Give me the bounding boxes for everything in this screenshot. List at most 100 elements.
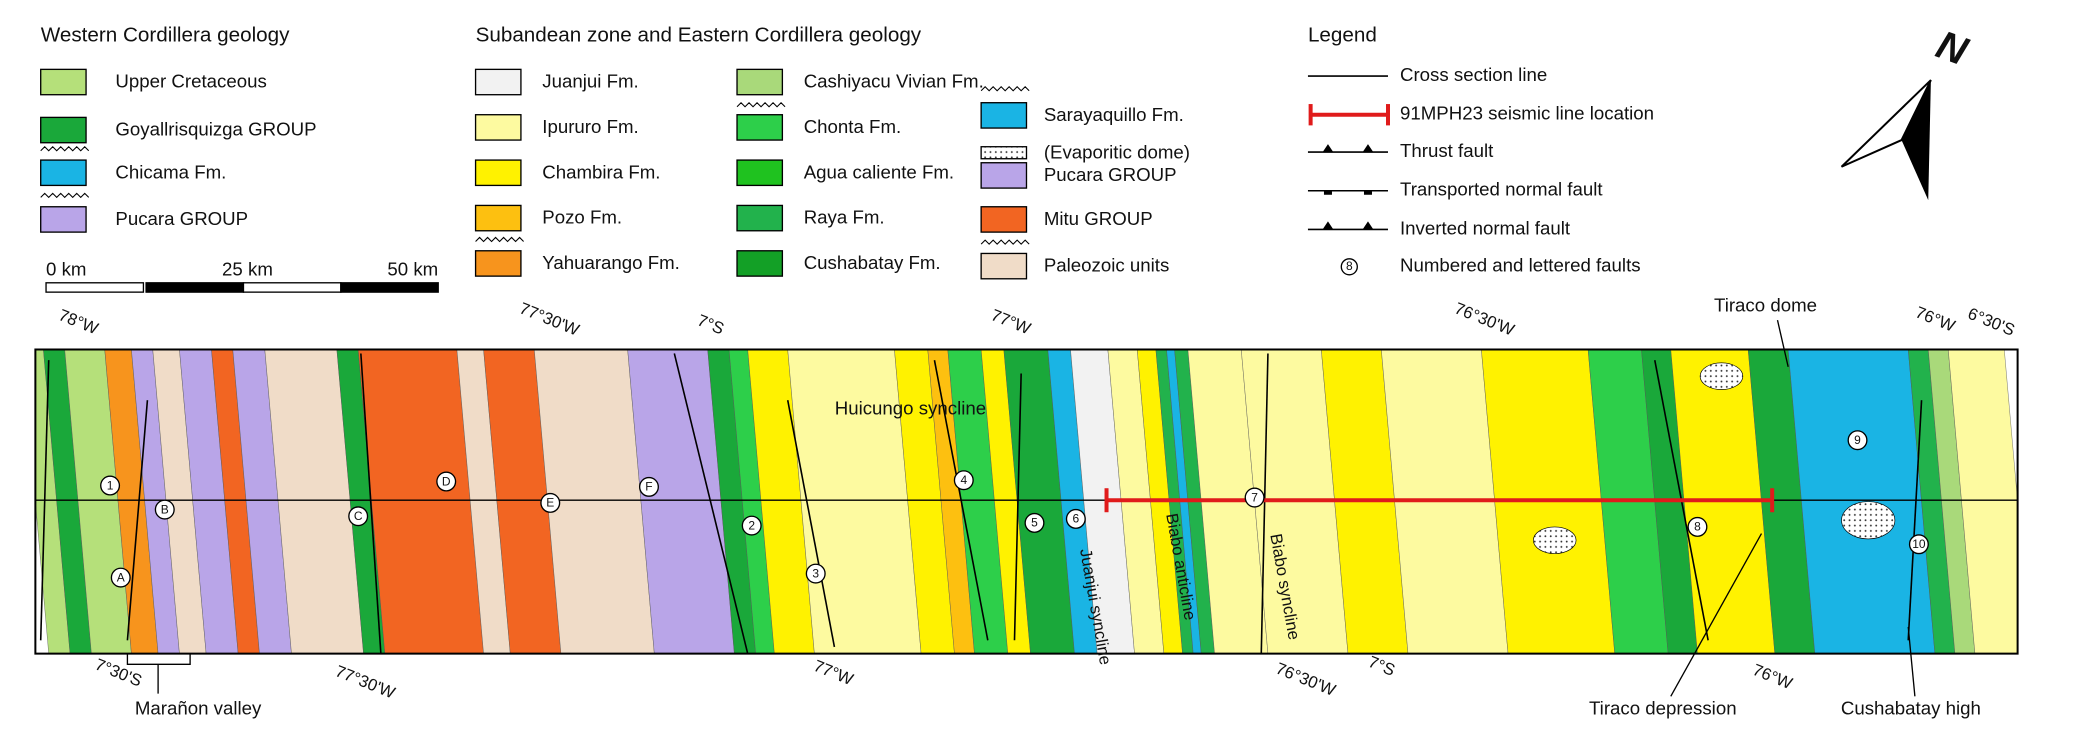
map-unit (1948, 349, 2018, 654)
fault-marker (1244, 487, 1265, 508)
legend-label: Sarayaquillo Fm. (1044, 104, 1184, 125)
map-unit (980, 349, 1031, 654)
map-unit (534, 349, 655, 654)
legend-swatch (980, 162, 1028, 189)
evaporitic-dome (1533, 526, 1577, 554)
fault-label: A (117, 570, 125, 584)
legend-label: Ipururo Fm. (542, 116, 638, 137)
fault-trace (1013, 373, 1022, 641)
valley-bracket (126, 653, 191, 694)
fault-marker (953, 470, 974, 491)
feature-label: Marañon valley (135, 698, 262, 719)
map-unit (627, 349, 735, 654)
map-unit (336, 349, 386, 654)
fault-trace (360, 353, 382, 654)
legend-symbol (1362, 221, 1374, 230)
coordinate-label: 77°30'W (517, 299, 582, 340)
fault-label: 2 (748, 518, 755, 532)
legend-label: Cushabatay Fm. (804, 252, 941, 273)
scale-segment (340, 282, 439, 293)
map-body (35, 349, 2018, 654)
map-unit (152, 349, 207, 654)
legend-label: Pucara GROUP (115, 208, 248, 229)
fault-label: 4 (960, 473, 967, 487)
map-unit (131, 349, 180, 654)
fault-label: 6 (1073, 512, 1080, 526)
unconformity (980, 239, 1030, 245)
legend-label: Upper Cretaceous (115, 71, 266, 92)
legend-swatch (736, 114, 784, 141)
legend-label: (Evaporitic dome) (1044, 141, 1190, 162)
map-unit (947, 349, 1009, 654)
fault-label: 3 (812, 566, 819, 580)
leader (1670, 533, 1763, 697)
coordinate-label: 7°30'S (92, 655, 144, 691)
scale-segment (145, 282, 245, 293)
map-unit (1787, 349, 1936, 654)
seismic-line (1104, 488, 1775, 513)
map-unit (104, 349, 159, 654)
legend-label: Paleozoic units (1044, 255, 1169, 276)
evaporitic-dome (1699, 362, 1744, 390)
legend-swatch (980, 146, 1028, 160)
unconformity (736, 101, 786, 108)
map-unit (211, 349, 260, 654)
legend-swatch (736, 68, 784, 96)
map-unit (232, 349, 292, 654)
legend-symbol (1323, 190, 1332, 195)
feature-label: Tiraco depression (1589, 698, 1737, 719)
map-unit (35, 349, 71, 654)
map-unit (43, 349, 92, 654)
fault-label: F (645, 480, 652, 494)
fault-label: 1 (107, 478, 114, 492)
legend-label: Chonta Fm. (804, 116, 901, 137)
legend-swatch (474, 250, 522, 277)
legend-symbol (1322, 144, 1334, 153)
coordinate-label: 76°30'W (1273, 659, 1338, 700)
feature-label: Tiraco dome (1714, 295, 1817, 316)
legend-swatch (40, 159, 87, 187)
legend-swatch (980, 102, 1028, 129)
fault-marker (1065, 508, 1086, 529)
map-unit (894, 349, 955, 654)
legend-swatch (980, 252, 1028, 280)
legend-swatch (474, 159, 522, 187)
legend-label: Chambira Fm. (542, 161, 660, 182)
legend-swatch (980, 206, 1028, 233)
unconformity (40, 192, 90, 199)
scale-label: 25 km (222, 259, 273, 280)
legend-symbol (1340, 258, 1358, 276)
fault-label: 9 (1854, 433, 1861, 447)
north-arrow: N (1840, 23, 1974, 201)
map-unit (456, 349, 511, 654)
map-unit (1928, 349, 1976, 654)
fault-marker (805, 563, 826, 584)
map-unit (483, 349, 562, 654)
scale-segment (242, 282, 342, 293)
fault-label: 10 (1912, 537, 1926, 551)
legend-label: Cashiyacu Vivian Fm. (804, 71, 984, 92)
legend-label: Juanjui Fm. (542, 71, 638, 92)
map-unit (357, 349, 484, 654)
legend-swatch (40, 116, 87, 144)
map-unit (728, 349, 775, 654)
legend-label: Mitu GROUP (1044, 208, 1153, 229)
scale-segment (45, 282, 145, 293)
map-unit (707, 349, 756, 654)
coordinate-label: 77°W (811, 656, 856, 689)
legend-swatch (736, 159, 784, 187)
legend-label: Pozo Fm. (542, 207, 622, 228)
legend-swatch (474, 68, 522, 96)
legend-symbol (1322, 221, 1334, 230)
fault-marker (348, 506, 369, 527)
feature-label: Cushabatay high (1841, 698, 1981, 719)
fault-trace (126, 400, 149, 641)
fault-label: 8 (1694, 520, 1701, 534)
legend-symbol (1363, 190, 1372, 195)
coordinate-label: 77°W (988, 305, 1033, 338)
map-unit (1070, 349, 1135, 654)
fault-marker (741, 515, 762, 536)
coordinate-label: 7°S (1366, 652, 1398, 680)
legend-label: Chicama Fm. (115, 161, 226, 182)
